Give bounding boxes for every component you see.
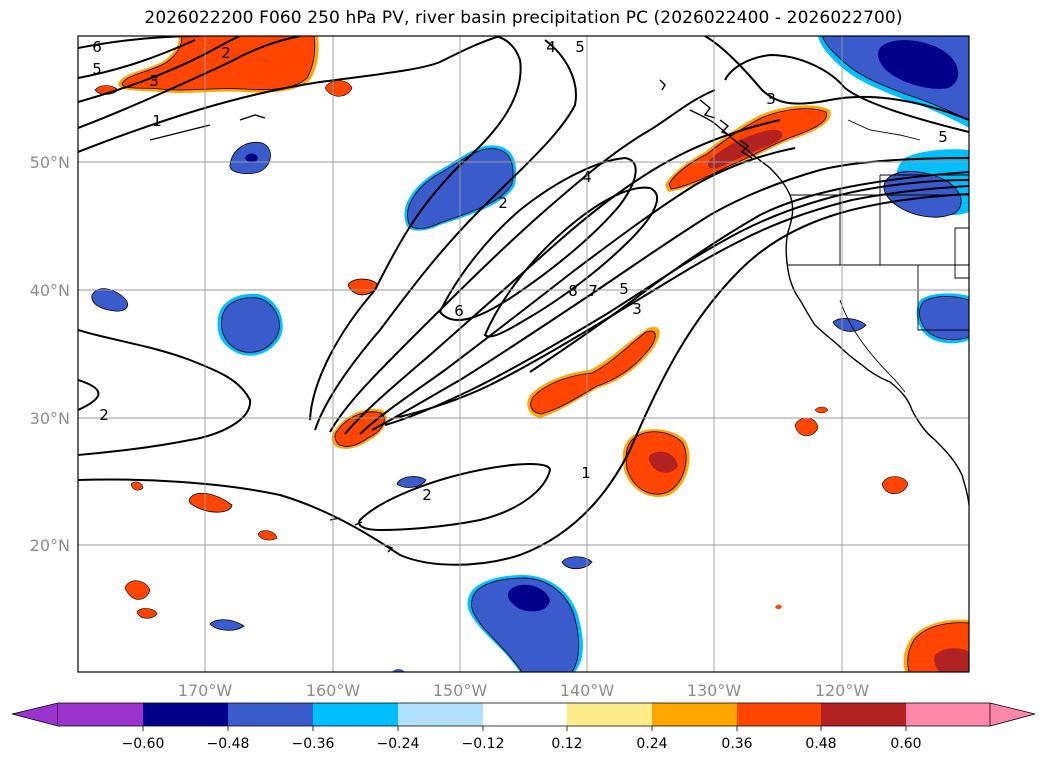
- lon-label-120w: 120°W: [815, 681, 870, 700]
- pv-contours: [78, 36, 969, 566]
- colorbar-tick-label: −0.60: [122, 736, 165, 752]
- contour-label: 6: [92, 38, 102, 56]
- colorbar-segment: [143, 703, 228, 726]
- neg-blob-west: [91, 288, 283, 356]
- colorbar-segment: [58, 703, 143, 726]
- colorbar-segment: [652, 703, 737, 726]
- latitude-labels: 50°N 40°N 30°N 20°N: [30, 153, 70, 555]
- colorbar-tick-label: 0.36: [721, 736, 752, 752]
- map-frame: [77, 35, 970, 673]
- lat-label-50n: 50°N: [30, 153, 70, 172]
- lon-label-170w: 170°W: [178, 681, 233, 700]
- colorbar-tick-label: 0.48: [805, 736, 836, 752]
- colorbar-segment: [821, 703, 906, 726]
- neg-blob-small-north: [229, 141, 271, 174]
- longitude-labels: 170°W 160°W 150°W 140°W 130°W 120°W: [178, 681, 870, 700]
- contour-label: 2: [422, 486, 432, 504]
- contour-label: 3: [149, 72, 159, 90]
- pv-contour-labels: 6 5 4 5 2 3 1 3 5 4 2 6 8 7 5 3 2 2 1: [92, 38, 948, 504]
- lat-label-40n: 40°N: [30, 281, 70, 300]
- colorbar-tick-label: 0.24: [636, 736, 667, 752]
- lon-label-140w: 140°W: [560, 681, 615, 700]
- positive-precip-blobs: [94, 36, 969, 672]
- colorbar-extend-high: [989, 702, 1036, 727]
- colorbar-extend-low: [11, 702, 59, 727]
- political-borders: [788, 119, 969, 393]
- neg-blob-south-central: [209, 476, 593, 672]
- contour-label: 5: [92, 60, 102, 78]
- contour-label: 2: [221, 44, 231, 62]
- lon-label-130w: 130°W: [687, 681, 742, 700]
- colorbar-segment: [313, 703, 398, 726]
- colorbar-tick-label: −0.24: [377, 736, 420, 752]
- contour-label: 5: [619, 280, 629, 298]
- colorbar-segment: [398, 703, 483, 726]
- neg-blob-northeast: [818, 36, 969, 128]
- contour-label: 5: [938, 128, 948, 146]
- colorbar-segment: [228, 703, 313, 726]
- coastline: [149, 79, 969, 553]
- contour-label: 1: [152, 112, 162, 130]
- lat-label-20n: 20°N: [30, 536, 70, 555]
- pos-blob-south: [124, 406, 969, 672]
- colorbar-segment: [737, 703, 821, 726]
- colorbar-segment: [483, 703, 567, 726]
- pos-blob-mid: [331, 278, 660, 449]
- colorbar-tick-label: −0.48: [207, 736, 250, 752]
- colorbar-segment: [906, 703, 990, 726]
- contour-label: 8: [568, 282, 578, 300]
- contour-label: 4: [546, 38, 556, 56]
- contour-label: 3: [632, 300, 642, 318]
- lon-label-160w: 160°W: [306, 681, 361, 700]
- map-area: 6 5 4 5 2 3 1 3 5 4 2 6 8 7 5 3 2 2 1: [78, 36, 969, 672]
- colorbar-tick-label: −0.36: [292, 736, 335, 752]
- colorbar: −0.60 −0.48 −0.36 −0.24 −0.12 0.12 0.24 …: [11, 702, 1036, 752]
- contour-label: 4: [582, 168, 592, 186]
- contour-label: 3: [766, 90, 776, 108]
- grid-lines: [78, 36, 969, 672]
- contour-label: 6: [454, 302, 464, 320]
- contour-label: 2: [99, 406, 109, 424]
- lon-label-150w: 150°W: [433, 681, 488, 700]
- contour-label: 1: [581, 464, 591, 482]
- colorbar-tick-label: 0.60: [890, 736, 921, 752]
- colorbar-tick-label: 0.12: [551, 736, 582, 752]
- contour-label: 2: [498, 194, 508, 212]
- contour-label: 7: [588, 282, 598, 300]
- figure-title: 2026022200 F060 250 hPa PV, river basin …: [144, 8, 903, 28]
- colorbar-segment: [567, 703, 652, 726]
- negative-precip-blobs: [91, 36, 969, 672]
- pos-blob-north: [94, 36, 353, 97]
- contour-label: 5: [575, 38, 585, 56]
- colorbar-tick-label: −0.12: [462, 736, 505, 752]
- lat-label-30n: 30°N: [30, 409, 70, 428]
